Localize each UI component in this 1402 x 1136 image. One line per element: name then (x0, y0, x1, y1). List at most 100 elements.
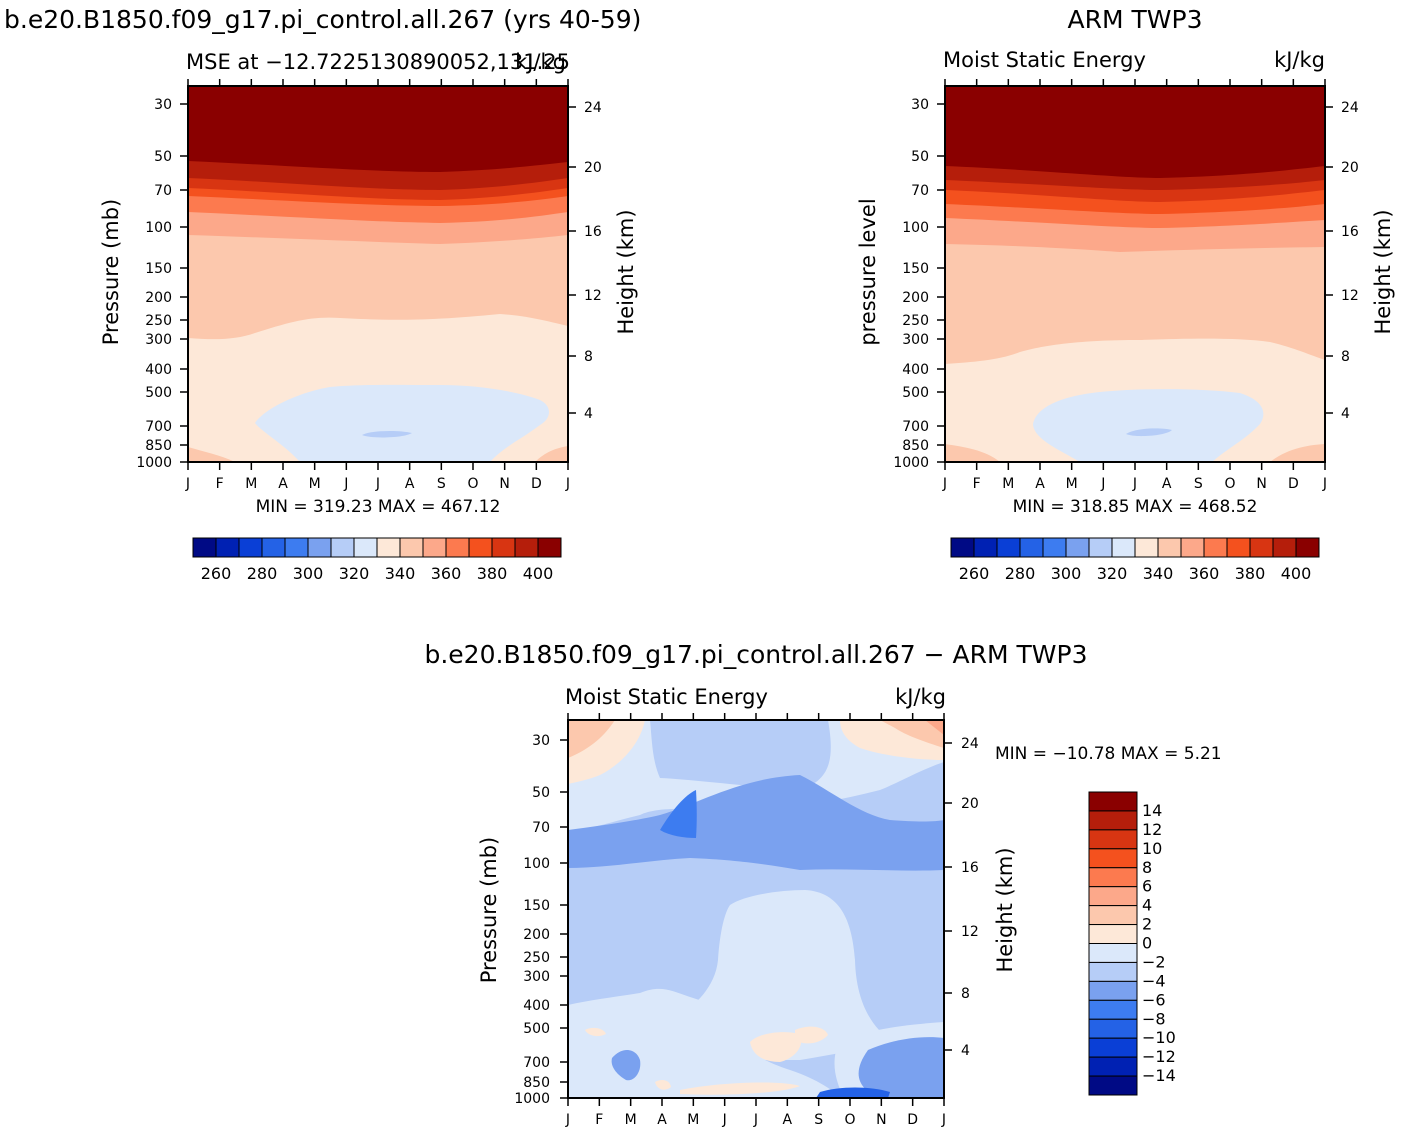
colorbar-swatch (307, 537, 332, 558)
y-tick-1000: 1000 (136, 455, 172, 471)
colorbar-swatch (1088, 829, 1138, 850)
colorbar-label: 12 (1142, 820, 1162, 839)
panel-diff-minmax: MIN = −10.78 MAX = 5.21 (995, 744, 1222, 764)
colorbar-label: 400 (523, 564, 554, 583)
x-tick-label-12: J (941, 1112, 946, 1128)
x-tick-label-10: N (1256, 476, 1266, 492)
colorbar-label: −14 (1142, 1066, 1176, 1085)
panel-obs-plot (944, 85, 1326, 463)
colorbar-swatch (1203, 537, 1228, 558)
colorbar-swatch (468, 537, 493, 558)
x-tick-label-0: J (942, 476, 947, 492)
y-tick-1000: 1000 (893, 455, 929, 471)
colorbar-swatch (1157, 537, 1182, 558)
panel-obs-height-axis: 24 20 16 12 8 4 (1325, 100, 1359, 422)
x-tick-label-8: S (437, 476, 446, 492)
panel-obs-ylabel: pressure level (856, 198, 880, 345)
colorbar-label: 0 (1142, 934, 1152, 953)
h-tick-24: 24 (961, 736, 979, 752)
x-tick-label-3: A (657, 1112, 667, 1128)
panel-model-title: b.e20.B1850.f09_g17.pi_control.all.267 (… (4, 5, 641, 34)
colorbar-swatch (445, 537, 470, 558)
h-tick-12: 12 (1341, 288, 1359, 304)
x-tick-label-10: N (876, 1112, 886, 1128)
x-tick-label-6: J (375, 476, 380, 492)
panel-obs-ylabel-right: Height (km) (1371, 209, 1395, 334)
x-tick-label-3: A (1035, 476, 1045, 492)
colorbar-swatch (1272, 537, 1297, 558)
panel-diff-height-axis: 24 20 16 12 8 4 (944, 736, 979, 1059)
y-tick-400: 400 (902, 362, 929, 378)
x-tick-label-5: J (1100, 476, 1105, 492)
panel-model-units: kJ/kg (515, 50, 566, 74)
colorbar-swatch (1088, 943, 1138, 963)
y-tick-70: 70 (532, 820, 550, 836)
x-tick-label-11: D (531, 476, 542, 492)
y-tick-700: 700 (145, 419, 172, 435)
colorbar-swatch (1111, 537, 1136, 558)
h-tick-8: 8 (584, 349, 593, 365)
y-tick-850: 850 (523, 1075, 550, 1091)
colorbar-swatch (1295, 537, 1320, 558)
y-tick-30: 30 (911, 97, 929, 113)
h-tick-20: 20 (961, 796, 979, 812)
x-tick-label-2: M (625, 1112, 637, 1128)
colorbar-label: 320 (339, 564, 370, 583)
h-tick-12: 12 (961, 924, 979, 940)
colorbar-swatch (1042, 537, 1067, 558)
colorbar-swatch (1088, 867, 1138, 888)
top-tick-marks (567, 713, 945, 720)
h-tick-12: 12 (584, 288, 602, 304)
colorbar-label: 340 (1143, 564, 1174, 583)
y-tick-200: 200 (902, 290, 929, 306)
panel-diff-title: b.e20.B1850.f09_g17.pi_control.all.267 −… (424, 640, 1087, 669)
panel-diff-ylabel: Pressure (mb) (477, 837, 501, 984)
x-tick-label-0: J (185, 476, 190, 492)
panel-model-subtitle: MSE at −12.7225130890052,131.25 (186, 50, 570, 74)
colorbar-swatch (1065, 537, 1090, 558)
y-tick-70: 70 (154, 183, 172, 199)
x-tick-label-0: J (565, 1112, 570, 1128)
panel-diff: b.e20.B1850.f09_g17.pi_control.all.267 −… (424, 640, 1221, 1128)
y-tick-50: 50 (532, 785, 550, 801)
panel-model-pressure-axis: 30 50 70 100 150 200 250 300 400 500 700… (136, 97, 188, 471)
y-tick-300: 300 (145, 332, 172, 348)
x-tick-label-8: S (1194, 476, 1203, 492)
colorbar-swatch (192, 537, 217, 558)
colorbar-label: 6 (1142, 877, 1152, 896)
colorbar-label: 8 (1142, 858, 1152, 877)
y-tick-400: 400 (523, 998, 550, 1014)
colorbar-label: 380 (1235, 564, 1266, 583)
h-tick-4: 4 (961, 1043, 970, 1059)
x-tick-label-4: M (309, 476, 321, 492)
y-tick-70: 70 (911, 183, 929, 199)
colorbar-swatch (1088, 848, 1138, 869)
panel-diff-subtitle: Moist Static Energy (565, 685, 768, 709)
colorbar-label: 400 (1281, 564, 1312, 583)
colorbar-swatch (261, 537, 286, 558)
colorbar-swatch (284, 537, 309, 558)
colorbar-swatch (1088, 810, 1138, 831)
colorbar-swatch (1249, 537, 1274, 558)
panel-model-ylabel-right: Height (km) (614, 209, 638, 334)
colorbar-swatch (353, 537, 378, 558)
colorbar-label: 320 (1097, 564, 1128, 583)
colorbar-swatch (1088, 924, 1138, 944)
h-tick-8: 8 (961, 986, 970, 1002)
colorbar-swatch (973, 537, 998, 558)
y-tick-700: 700 (523, 1055, 550, 1071)
x-tick-label-1: F (216, 476, 224, 492)
h-tick-16: 16 (961, 860, 979, 876)
h-tick-4: 4 (584, 406, 593, 422)
colorbar-label: 260 (959, 564, 990, 583)
colorbar-label: 10 (1142, 839, 1162, 858)
colorbar-label: 14 (1142, 801, 1162, 820)
x-tick-label-7: A (783, 1112, 793, 1128)
top-tick-marks (187, 79, 569, 86)
x-tick-label-10: N (499, 476, 509, 492)
colorbar-swatch (1088, 1075, 1138, 1096)
x-tick-label-8: S (814, 1112, 823, 1128)
